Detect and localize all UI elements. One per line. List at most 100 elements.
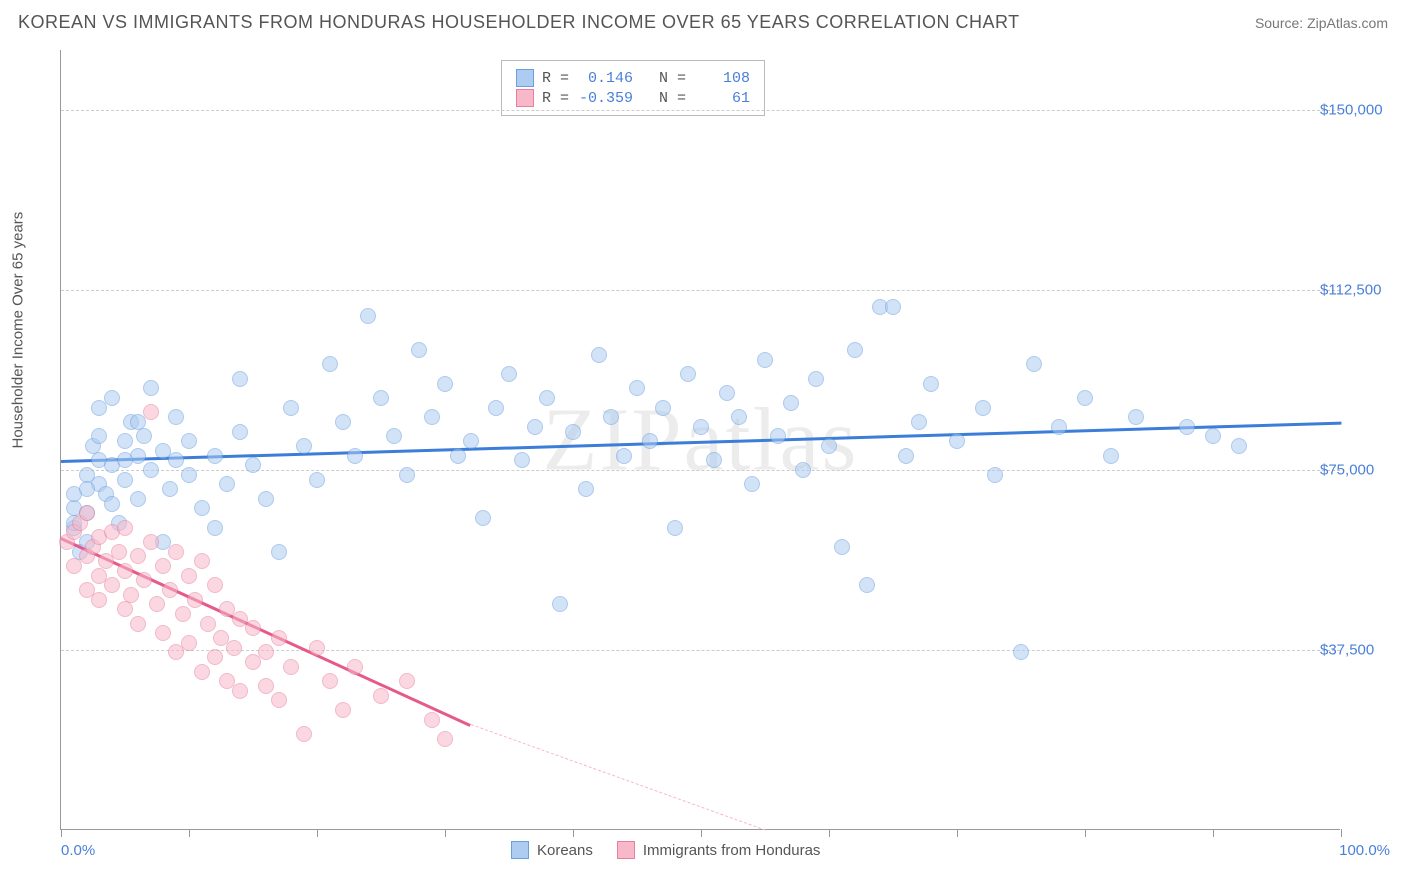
data-point — [143, 462, 159, 478]
data-point — [194, 553, 210, 569]
data-point — [79, 481, 95, 497]
stats-row: R = -0.359 N = 61 — [516, 89, 750, 107]
data-point — [859, 577, 875, 593]
legend-item: Koreans — [511, 841, 593, 859]
data-point — [719, 385, 735, 401]
legend-label: Koreans — [537, 842, 593, 859]
data-point — [488, 400, 504, 416]
y-axis-label: Householder Income Over 65 years — [10, 212, 27, 449]
data-point — [552, 596, 568, 612]
data-point — [271, 630, 287, 646]
data-point — [335, 414, 351, 430]
legend-swatch — [617, 841, 635, 859]
data-point — [111, 544, 127, 560]
data-point — [283, 400, 299, 416]
data-point — [194, 664, 210, 680]
data-point — [885, 299, 901, 315]
legend-swatch — [516, 89, 534, 107]
legend-label: Immigrants from Honduras — [643, 842, 821, 859]
data-point — [706, 452, 722, 468]
x-tick — [829, 829, 830, 837]
data-point — [155, 558, 171, 574]
data-point — [1026, 356, 1042, 372]
data-point — [693, 419, 709, 435]
data-point — [258, 644, 274, 660]
data-point — [104, 496, 120, 512]
data-point — [104, 577, 120, 593]
data-point — [975, 400, 991, 416]
data-point — [834, 539, 850, 555]
data-point — [1205, 428, 1221, 444]
data-point — [565, 424, 581, 440]
data-point — [795, 462, 811, 478]
y-tick-label: $112,500 — [1320, 282, 1400, 299]
x-tick — [701, 829, 702, 837]
data-point — [130, 548, 146, 564]
data-point — [258, 678, 274, 694]
data-point — [245, 457, 261, 473]
data-point — [296, 726, 312, 742]
data-point — [258, 491, 274, 507]
data-point — [136, 572, 152, 588]
data-point — [667, 520, 683, 536]
data-point — [104, 390, 120, 406]
data-point — [309, 472, 325, 488]
data-point — [949, 433, 965, 449]
data-point — [232, 371, 248, 387]
x-axis-end-label: 100.0% — [1339, 842, 1390, 859]
data-point — [123, 587, 139, 603]
data-point — [91, 592, 107, 608]
data-point — [1231, 438, 1247, 454]
legend-swatch — [516, 69, 534, 87]
data-point — [463, 433, 479, 449]
data-point — [475, 510, 491, 526]
data-point — [283, 659, 299, 675]
data-point — [1013, 644, 1029, 660]
data-point — [450, 448, 466, 464]
data-point — [923, 376, 939, 392]
data-point — [347, 659, 363, 675]
legend-swatch — [511, 841, 529, 859]
x-tick — [61, 829, 62, 837]
plot-area: ZIPatlas R = 0.146 N = 108R = -0.359 N =… — [60, 50, 1340, 830]
data-point — [655, 400, 671, 416]
stat-n-value: 108 — [694, 70, 750, 87]
data-point — [680, 366, 696, 382]
stat-n-label: N = — [641, 90, 686, 107]
stat-r-label: R = — [542, 70, 569, 87]
data-point — [911, 414, 927, 430]
data-point — [162, 582, 178, 598]
chart-container: ZIPatlas R = 0.146 N = 108R = -0.359 N =… — [60, 50, 1390, 870]
data-point — [1051, 419, 1067, 435]
data-point — [155, 625, 171, 641]
data-point — [296, 438, 312, 454]
data-point — [207, 520, 223, 536]
data-point — [130, 491, 146, 507]
data-point — [399, 467, 415, 483]
data-point — [591, 347, 607, 363]
data-point — [424, 712, 440, 728]
data-point — [219, 476, 235, 492]
gridline — [61, 650, 1340, 651]
x-tick — [317, 829, 318, 837]
data-point — [117, 601, 133, 617]
data-point — [117, 563, 133, 579]
data-point — [757, 352, 773, 368]
data-point — [207, 448, 223, 464]
x-tick — [1341, 829, 1342, 837]
data-point — [271, 544, 287, 560]
data-point — [232, 424, 248, 440]
data-point — [117, 520, 133, 536]
data-point — [373, 688, 389, 704]
data-point — [770, 428, 786, 444]
data-point — [187, 592, 203, 608]
data-point — [539, 390, 555, 406]
data-point — [642, 433, 658, 449]
data-point — [808, 371, 824, 387]
data-point — [162, 481, 178, 497]
data-point — [821, 438, 837, 454]
data-point — [1128, 409, 1144, 425]
chart-title: KOREAN VS IMMIGRANTS FROM HONDURAS HOUSE… — [18, 12, 1020, 33]
data-point — [783, 395, 799, 411]
data-point — [200, 616, 216, 632]
